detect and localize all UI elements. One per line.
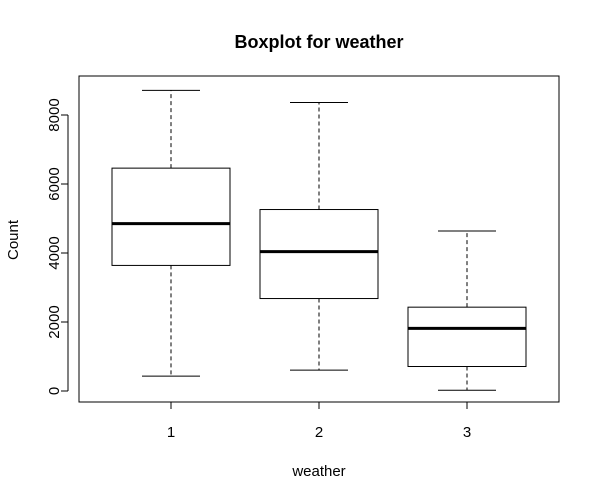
y-axis-label: Count [5,219,22,260]
y-tick-label: 4000 [46,236,63,269]
box-iqr [111,167,231,266]
x-tick-label: 1 [167,424,175,441]
x-tick-label: 3 [463,424,471,441]
x-axis-label: weather [291,463,345,480]
box-iqr [407,306,527,368]
box-group [111,89,527,391]
box-iqr [259,209,379,300]
y-tick-label: 6000 [46,167,63,200]
y-tick-label: 2000 [46,305,63,338]
y-tick-label: 8000 [46,98,63,131]
y-axis: 0 2000 4000 6000 8000 [46,98,69,395]
x-axis: 1 2 3 [167,401,471,441]
y-tick-label: 0 [46,387,63,395]
chart-title: Boxplot for weather [234,32,403,52]
x-tick-label: 2 [315,424,323,441]
